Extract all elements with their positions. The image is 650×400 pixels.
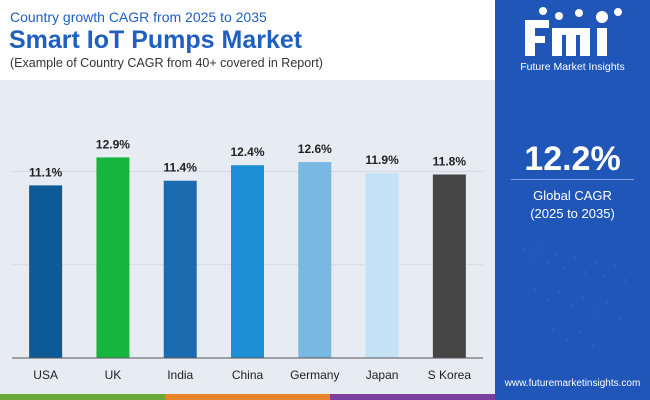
data-label: 12.9% [96,137,130,151]
fmi-logo: Future Market Insights [495,4,650,73]
bar-usa [29,185,63,358]
data-label: 11.8% [433,155,467,169]
bar-chart: 11.1% USA 12.9% UK 11.4% India 12.4% China 12.6%… [12,137,483,382]
data-label: 11.9% [365,153,399,167]
strip-segment [165,394,330,400]
chart-title: Smart IoT Pumps Market [9,26,303,54]
side-panel: Future Market Insights 12.2% Global CAGR… [495,0,650,400]
logo-name: Future Market Insights [520,61,625,73]
x-tick-label: S Korea [428,368,472,382]
x-tick-label: Japan [366,368,399,382]
bottom-color-strip [0,394,495,400]
x-tick-label: USA [33,368,58,382]
chart-kicker: Country growth CAGR from 2025 to 2035 [10,9,267,25]
data-label: 12.4% [230,145,264,159]
data-label: 12.6% [298,142,332,156]
world-map-texture [523,246,627,348]
global-cagr-label: Global CAGR [533,188,612,203]
data-label: 11.1% [29,165,63,179]
strip-segment [330,394,495,400]
divider [511,179,634,180]
data-label: 11.4% [164,161,198,175]
global-cagr-period: (2025 to 2035) [530,206,615,221]
bar-uk [96,157,130,358]
bar-india [163,180,197,358]
bar-s-korea [432,174,466,358]
x-tick-label: Germany [290,368,339,382]
chart-subtitle: (Example of Country CAGR from 40+ covere… [10,56,323,70]
strip-segment [0,394,165,400]
website-link[interactable]: www.futuremarketinsights.com [504,378,641,389]
x-tick-label: UK [105,368,122,382]
global-cagr-value: 12.2% [524,140,621,178]
bar-japan [365,172,399,358]
fmi-logo-mark [525,7,622,56]
bar-china [231,165,264,358]
x-tick-label: China [232,368,264,382]
header: Country growth CAGR from 2025 to 2035 Sm… [0,0,495,78]
bar-germany [298,162,332,358]
x-tick-label: India [167,368,193,382]
